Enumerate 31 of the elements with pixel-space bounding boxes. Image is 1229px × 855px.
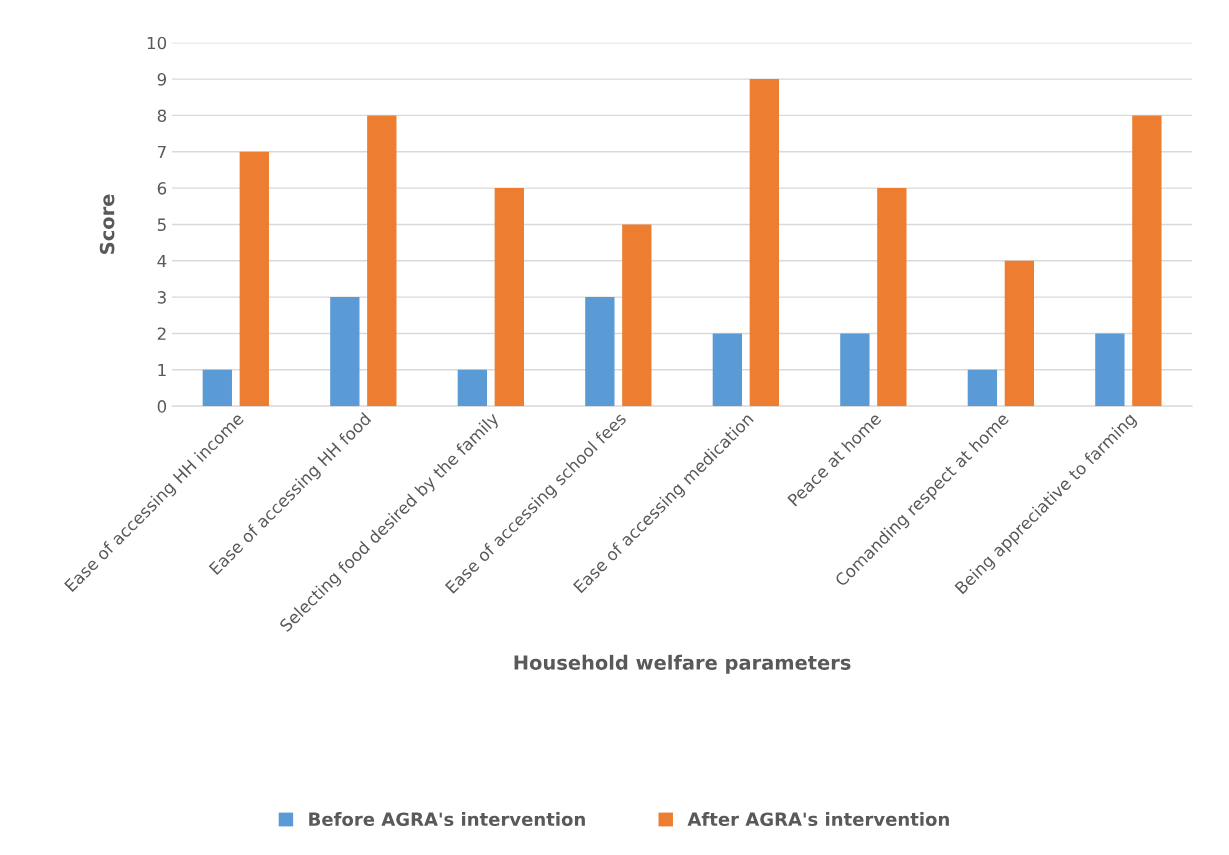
y-tick-label: 4 xyxy=(157,254,167,268)
bar xyxy=(239,151,269,407)
bar xyxy=(1095,333,1125,407)
y-tick-label: 0 xyxy=(157,400,167,413)
bar xyxy=(330,297,360,407)
x-axis-title: Household welfare parameters xyxy=(514,654,851,674)
y-tick-label: 8 xyxy=(157,109,167,122)
y-tick-label: 10 xyxy=(147,36,167,50)
legend-label: Before AGRA's intervention xyxy=(309,812,585,827)
bar xyxy=(585,297,615,407)
bar xyxy=(457,369,488,407)
y-tick-label: 9 xyxy=(157,73,167,86)
y-tick-label: 2 xyxy=(157,327,166,340)
bar xyxy=(1004,260,1035,407)
bar xyxy=(967,369,998,407)
y-tick-label: 5 xyxy=(157,218,166,232)
bar xyxy=(712,333,743,407)
y-tick-label: 3 xyxy=(157,291,166,304)
bar xyxy=(1132,115,1162,407)
bar xyxy=(749,79,779,407)
bar xyxy=(202,369,232,407)
y-tick-label: 1 xyxy=(158,363,166,377)
bar xyxy=(494,188,524,407)
bar xyxy=(622,224,652,407)
y-axis-title: Score xyxy=(99,194,115,254)
bar xyxy=(840,333,870,407)
legend-label: After AGRA's intervention xyxy=(687,812,949,827)
bar xyxy=(367,115,397,407)
y-tick-label: 6 xyxy=(157,182,167,195)
y-tick-label: 7 xyxy=(157,145,166,159)
bar xyxy=(877,188,907,407)
